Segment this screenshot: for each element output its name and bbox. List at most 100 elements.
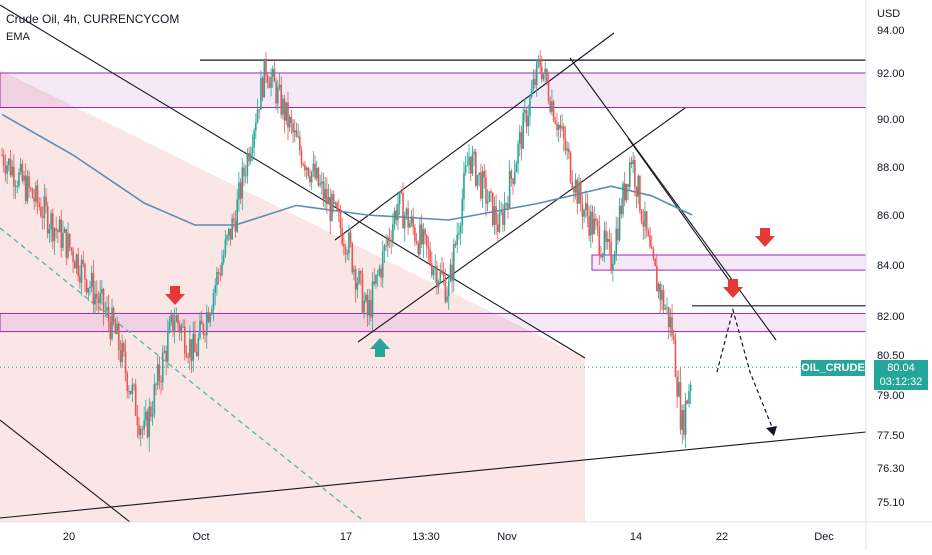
time-tick-label: 20: [63, 531, 75, 543]
candle-body: [18, 172, 20, 187]
candle-body: [584, 203, 587, 210]
candle-body: [385, 245, 387, 247]
candle-body: [615, 228, 618, 256]
candle-body: [334, 202, 337, 204]
candle-body: [138, 425, 140, 435]
candle-body: [268, 82, 271, 88]
candle-body: [280, 84, 283, 115]
candle-body: [126, 372, 129, 392]
candle-body: [293, 130, 296, 133]
candle-body: [304, 164, 306, 171]
candle-body: [375, 274, 377, 284]
candle-body: [425, 234, 428, 247]
candle-body: [628, 162, 631, 188]
candle-body: [422, 229, 425, 245]
candle-body: [672, 335, 675, 340]
candle-body: [283, 98, 286, 121]
candles-layer: [1, 50, 692, 452]
candle-body: [564, 138, 567, 151]
candle-body: [414, 227, 416, 242]
candle-body: [170, 314, 173, 323]
candle-body: [234, 220, 237, 232]
last-price-value: 80.04: [887, 362, 915, 374]
candle-body: [332, 194, 335, 204]
candle-body: [212, 292, 215, 310]
candle-body: [612, 264, 614, 271]
candle-body: [568, 148, 570, 153]
indicator-label[interactable]: EMA: [6, 31, 30, 43]
candle-body: [353, 268, 355, 273]
candle-body: [185, 353, 188, 357]
candle-body: [667, 307, 670, 328]
candle-body: [623, 183, 626, 201]
candle-body: [55, 228, 57, 231]
candle-body: [557, 124, 560, 130]
candle-body: [309, 176, 311, 183]
candle-body: [383, 245, 386, 252]
candle-body: [559, 124, 562, 129]
candle-body: [542, 73, 545, 80]
candle-body: [513, 172, 516, 184]
candle-body: [498, 212, 501, 232]
candle-body: [270, 76, 272, 88]
candle-body: [226, 235, 228, 240]
candle-body: [315, 167, 318, 179]
candle-body: [562, 126, 565, 139]
candle-body: [544, 68, 546, 74]
candle-body: [547, 82, 550, 101]
candle-body: [178, 323, 181, 333]
candle-body: [87, 287, 90, 293]
candle-body: [80, 259, 83, 283]
candle-body: [622, 183, 624, 215]
candle-body: [505, 203, 508, 205]
candle-body: [209, 314, 211, 323]
candle-body: [38, 203, 41, 207]
candle-body: [207, 312, 210, 323]
candle-body: [657, 283, 660, 292]
candle-body: [679, 381, 682, 430]
candle-body: [517, 143, 519, 164]
candle-body: [601, 254, 604, 258]
candle-body: [241, 167, 244, 199]
candle-body: [16, 186, 19, 188]
candle-body: [150, 406, 152, 417]
candle-body: [398, 191, 401, 205]
channel-midline: [0, 227, 366, 523]
candle-body: [31, 188, 34, 198]
candle-body: [644, 211, 646, 227]
time-tick-label: 13:30: [412, 531, 440, 543]
candle-body: [530, 89, 533, 98]
candle-body: [106, 307, 108, 311]
candle-body: [62, 232, 64, 248]
candle-body: [145, 411, 147, 421]
candle-body: [618, 205, 621, 241]
candle-body: [295, 130, 298, 137]
candle-body: [116, 323, 118, 334]
candle-body: [28, 176, 30, 189]
candle-body: [392, 224, 394, 242]
candle-body: [136, 415, 139, 426]
candle-body: [65, 229, 68, 258]
candle-body: [305, 167, 308, 171]
candle-body: [590, 211, 592, 236]
candle-body: [684, 400, 687, 435]
candle-body: [344, 246, 347, 255]
candle-body: [84, 263, 86, 280]
price-tick-label: 84.00: [877, 260, 905, 272]
candle-body: [393, 210, 396, 225]
candle-body: [219, 273, 222, 276]
time-tick-label: 14: [630, 531, 642, 543]
candle-body: [92, 272, 95, 305]
candle-body: [11, 166, 13, 176]
candle-body: [378, 268, 381, 275]
candle-body: [273, 68, 276, 82]
candle-body: [123, 343, 125, 352]
candle-body: [287, 102, 289, 128]
candle-body: [595, 218, 597, 221]
candle-body: [239, 182, 242, 199]
candle-body: [236, 199, 239, 232]
candle-body: [571, 181, 574, 189]
candle-body: [199, 320, 201, 339]
